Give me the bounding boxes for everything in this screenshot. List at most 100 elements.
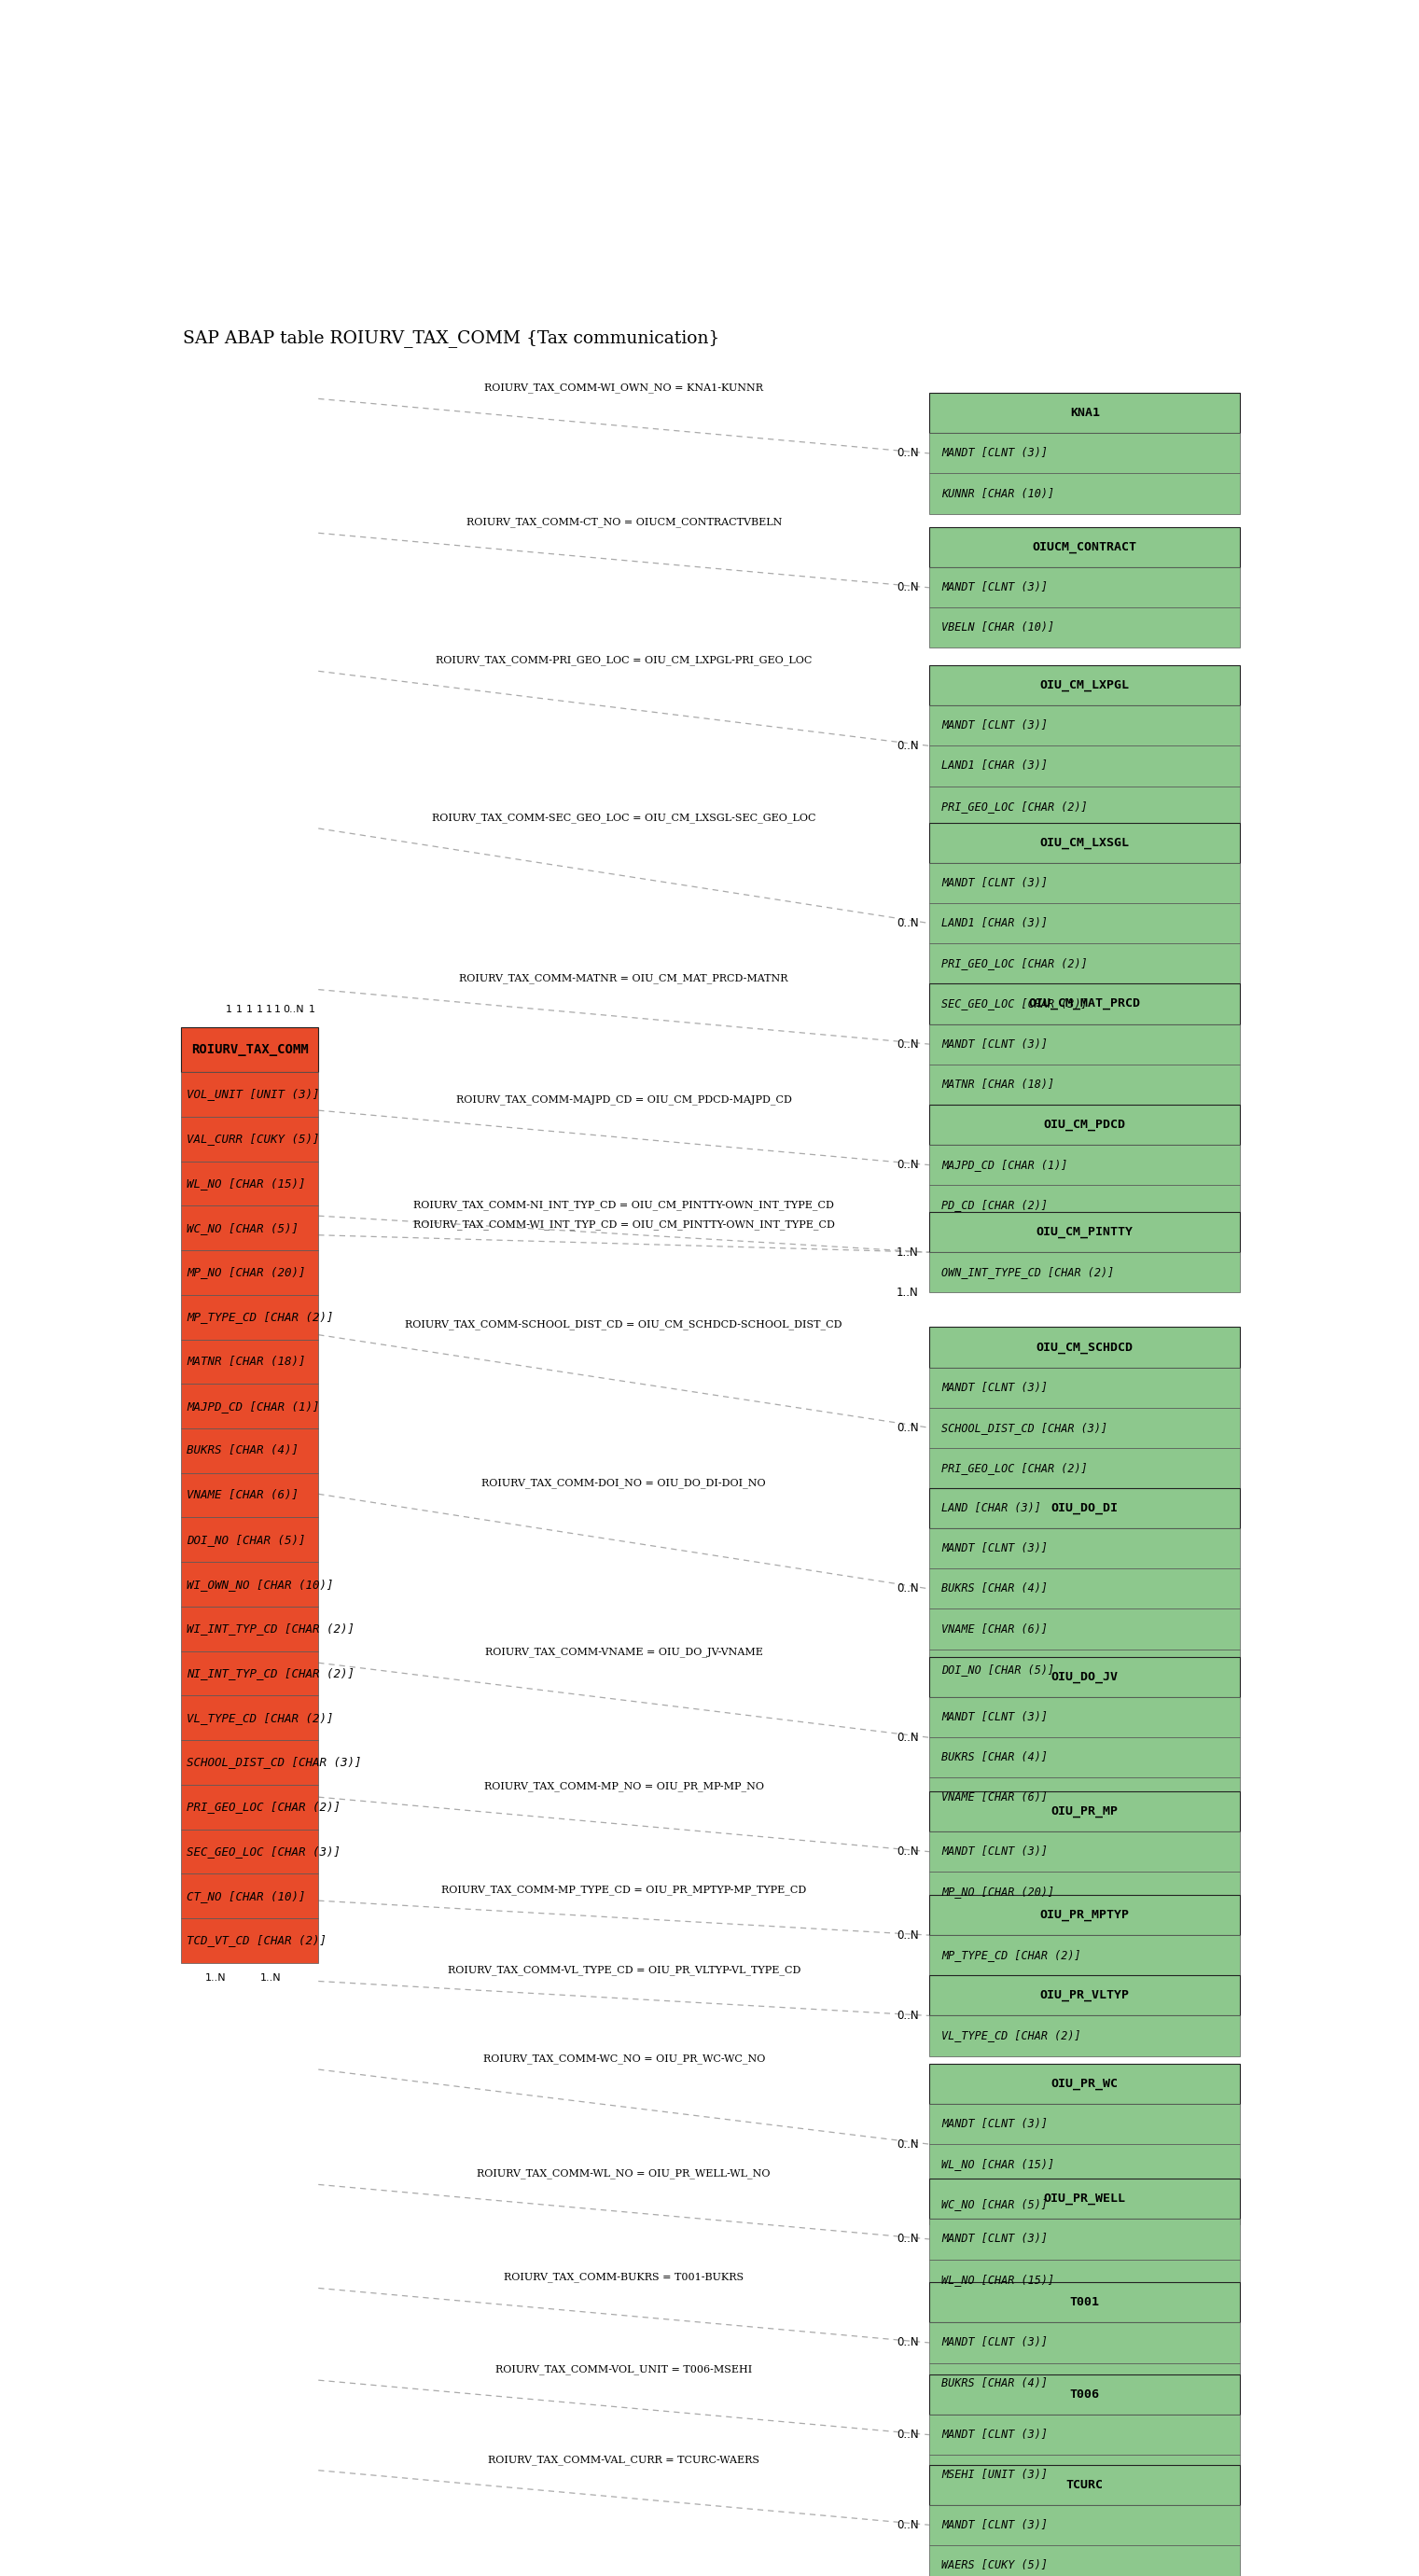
FancyBboxPatch shape — [929, 1489, 1240, 1528]
FancyBboxPatch shape — [929, 1896, 1240, 1935]
Text: OIUCM_CONTRACT: OIUCM_CONTRACT — [1033, 541, 1137, 554]
Text: MANDT [CLNT (3)]: MANDT [CLNT (3)] — [942, 2429, 1049, 2442]
FancyBboxPatch shape — [182, 1473, 318, 1517]
Text: 1: 1 — [255, 1005, 263, 1015]
Text: LAND1 [CHAR (3)]: LAND1 [CHAR (3)] — [942, 760, 1049, 773]
Text: BUKRS [CHAR (4)]: BUKRS [CHAR (4)] — [186, 1445, 298, 1458]
FancyBboxPatch shape — [929, 394, 1240, 433]
Text: MANDT [CLNT (3)]: MANDT [CLNT (3)] — [942, 1844, 1049, 1857]
Text: 0..N: 0..N — [897, 1929, 918, 1942]
Text: 0..N: 0..N — [897, 1422, 918, 1435]
FancyBboxPatch shape — [182, 1072, 318, 1115]
Text: MANDT [CLNT (3)]: MANDT [CLNT (3)] — [942, 719, 1049, 732]
Text: MP_NO [CHAR (20)]: MP_NO [CHAR (20)] — [942, 1886, 1054, 1899]
Text: VNAME [CHAR (6)]: VNAME [CHAR (6)] — [186, 1489, 298, 1502]
Text: PRI_GEO_LOC [CHAR (2)]: PRI_GEO_LOC [CHAR (2)] — [942, 801, 1088, 811]
FancyBboxPatch shape — [182, 1829, 318, 1873]
FancyBboxPatch shape — [182, 1785, 318, 1829]
FancyBboxPatch shape — [929, 1105, 1240, 1144]
Text: 0..N: 0..N — [897, 1159, 918, 1172]
FancyBboxPatch shape — [929, 1064, 1240, 1105]
FancyBboxPatch shape — [182, 1340, 318, 1383]
Text: 1..N: 1..N — [260, 1973, 281, 1984]
Text: 1: 1 — [265, 1005, 272, 1015]
FancyBboxPatch shape — [929, 2455, 1240, 2496]
Text: MANDT [CLNT (3)]: MANDT [CLNT (3)] — [942, 2519, 1049, 2532]
FancyBboxPatch shape — [929, 1976, 1240, 2014]
Text: ROIURV_TAX_COMM-NI_INT_TYP_CD = OIU_CM_PINTTY-OWN_INT_TYPE_CD: ROIURV_TAX_COMM-NI_INT_TYP_CD = OIU_CM_P… — [413, 1200, 834, 1211]
Text: VBELN [CHAR (10)]: VBELN [CHAR (10)] — [942, 621, 1054, 634]
FancyBboxPatch shape — [182, 1873, 318, 1919]
Text: SEC_GEO_LOC [CHAR (3)]: SEC_GEO_LOC [CHAR (3)] — [186, 1844, 341, 1857]
Text: WL_NO [CHAR (15)]: WL_NO [CHAR (15)] — [942, 2272, 1054, 2285]
Text: OIU_CM_MAT_PRCD: OIU_CM_MAT_PRCD — [1029, 997, 1141, 1010]
Text: VAL_CURR [CUKY (5)]: VAL_CURR [CUKY (5)] — [186, 1133, 319, 1144]
FancyBboxPatch shape — [929, 1327, 1240, 1368]
FancyBboxPatch shape — [182, 1028, 318, 1072]
Text: OIU_DO_DI: OIU_DO_DI — [1051, 1502, 1118, 1515]
FancyBboxPatch shape — [182, 1517, 318, 1561]
FancyBboxPatch shape — [929, 2105, 1240, 2143]
FancyBboxPatch shape — [929, 2184, 1240, 2226]
Text: 0..N: 0..N — [897, 2233, 918, 2246]
FancyBboxPatch shape — [929, 904, 1240, 943]
FancyBboxPatch shape — [929, 567, 1240, 608]
Text: OIU_CM_SCHDCD: OIU_CM_SCHDCD — [1036, 1342, 1134, 1352]
Text: ROIURV_TAX_COMM-MP_TYPE_CD = OIU_PR_MPTYP-MP_TYPE_CD: ROIURV_TAX_COMM-MP_TYPE_CD = OIU_PR_MPTY… — [441, 1886, 806, 1896]
Text: ROIURV_TAX_COMM-PRI_GEO_LOC = OIU_CM_LXPGL-PRI_GEO_LOC: ROIURV_TAX_COMM-PRI_GEO_LOC = OIU_CM_LXP… — [436, 654, 812, 665]
Text: WC_NO [CHAR (5)]: WC_NO [CHAR (5)] — [942, 2197, 1049, 2210]
FancyBboxPatch shape — [182, 1206, 318, 1249]
FancyBboxPatch shape — [929, 2375, 1240, 2414]
FancyBboxPatch shape — [929, 984, 1240, 1023]
Text: ROIURV_TAX_COMM-DOI_NO = OIU_DO_DI-DOI_NO: ROIURV_TAX_COMM-DOI_NO = OIU_DO_DI-DOI_N… — [481, 1479, 766, 1489]
Text: MANDT [CLNT (3)]: MANDT [CLNT (3)] — [942, 876, 1049, 889]
Text: LAND1 [CHAR (3)]: LAND1 [CHAR (3)] — [942, 917, 1049, 930]
Text: ROIURV_TAX_COMM-VOL_UNIT = T006-MSEHI: ROIURV_TAX_COMM-VOL_UNIT = T006-MSEHI — [495, 2365, 752, 2375]
Text: 1..N: 1..N — [897, 1285, 918, 1298]
Text: ROIURV_TAX_COMM-SEC_GEO_LOC = OIU_CM_LXSGL-SEC_GEO_LOC: ROIURV_TAX_COMM-SEC_GEO_LOC = OIU_CM_LXS… — [431, 811, 816, 822]
Text: TCD_VT_CD [CHAR (2)]: TCD_VT_CD [CHAR (2)] — [186, 1935, 326, 1947]
Text: MAJPD_CD [CHAR (1)]: MAJPD_CD [CHAR (1)] — [186, 1401, 319, 1412]
Text: SEC_GEO_LOC [CHAR (3)]: SEC_GEO_LOC [CHAR (3)] — [942, 997, 1088, 1010]
FancyBboxPatch shape — [929, 943, 1240, 984]
Text: MANDT [CLNT (3)]: MANDT [CLNT (3)] — [942, 582, 1049, 592]
Text: 1: 1 — [308, 1005, 315, 1015]
Text: OIU_CM_LXPGL: OIU_CM_LXPGL — [1040, 680, 1130, 690]
FancyBboxPatch shape — [929, 747, 1240, 786]
Text: 0..N: 0..N — [897, 1844, 918, 1857]
FancyBboxPatch shape — [929, 665, 1240, 706]
FancyBboxPatch shape — [929, 1649, 1240, 1690]
FancyBboxPatch shape — [929, 1025, 1240, 1064]
Text: MANDT [CLNT (3)]: MANDT [CLNT (3)] — [942, 1038, 1049, 1051]
Text: ROIURV_TAX_COMM-WL_NO = OIU_PR_WELL-WL_NO: ROIURV_TAX_COMM-WL_NO = OIU_PR_WELL-WL_N… — [477, 2169, 771, 2179]
FancyBboxPatch shape — [929, 2014, 1240, 2056]
Text: 0..N: 0..N — [897, 2336, 918, 2349]
Text: OIU_CM_PDCD: OIU_CM_PDCD — [1044, 1118, 1125, 1131]
FancyBboxPatch shape — [182, 1115, 318, 1162]
Text: ROIURV_TAX_COMM-SCHOOL_DIST_CD = OIU_CM_SCHDCD-SCHOOL_DIST_CD: ROIURV_TAX_COMM-SCHOOL_DIST_CD = OIU_CM_… — [406, 1319, 843, 1329]
FancyBboxPatch shape — [182, 1430, 318, 1473]
Text: ROIURV_TAX_COMM-WI_INT_TYP_CD = OIU_CM_PINTTY-OWN_INT_TYPE_CD: ROIURV_TAX_COMM-WI_INT_TYP_CD = OIU_CM_P… — [413, 1218, 834, 1229]
FancyBboxPatch shape — [929, 2414, 1240, 2455]
FancyBboxPatch shape — [929, 2504, 1240, 2545]
FancyBboxPatch shape — [929, 1610, 1240, 1649]
Text: MANDT [CLNT (3)]: MANDT [CLNT (3)] — [942, 2117, 1049, 2130]
Text: SAP ABAP table ROIURV_TAX_COMM {Tax communication}: SAP ABAP table ROIURV_TAX_COMM {Tax comm… — [183, 330, 719, 348]
Text: MSEHI [UNIT (3)]: MSEHI [UNIT (3)] — [942, 2468, 1049, 2481]
FancyBboxPatch shape — [929, 1489, 1240, 1528]
FancyBboxPatch shape — [182, 1296, 318, 1340]
Text: WL_NO [CHAR (15)]: WL_NO [CHAR (15)] — [186, 1177, 305, 1190]
FancyBboxPatch shape — [929, 2324, 1240, 2362]
Text: 0..N: 0..N — [897, 582, 918, 592]
FancyBboxPatch shape — [929, 1528, 1240, 1569]
Text: MP_TYPE_CD [CHAR (2)]: MP_TYPE_CD [CHAR (2)] — [942, 1950, 1081, 1960]
FancyBboxPatch shape — [929, 2465, 1240, 2504]
Text: WC_NO [CHAR (5)]: WC_NO [CHAR (5)] — [186, 1221, 298, 1234]
Text: 0..N: 0..N — [897, 1582, 918, 1595]
FancyBboxPatch shape — [929, 822, 1240, 863]
Text: MANDT [CLNT (3)]: MANDT [CLNT (3)] — [942, 2336, 1049, 2349]
Text: MAJPD_CD [CHAR (1)]: MAJPD_CD [CHAR (1)] — [942, 1159, 1069, 1172]
FancyBboxPatch shape — [929, 1873, 1240, 1911]
FancyBboxPatch shape — [929, 786, 1240, 827]
FancyBboxPatch shape — [929, 1832, 1240, 1873]
